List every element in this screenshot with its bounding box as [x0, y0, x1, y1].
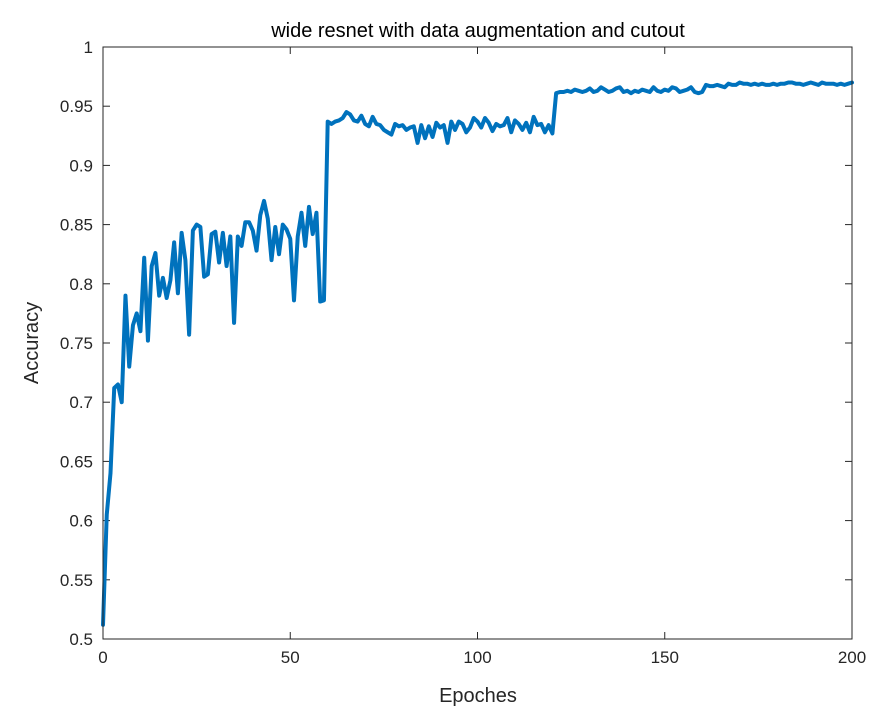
y-tick-label: 0.9	[69, 156, 93, 175]
y-tick-labels: 0.5 0.55 0.6 0.65 0.7 0.75 0.8 0.85 0.9 0.95 1	[60, 38, 93, 649]
y-tick-label: 1	[84, 38, 93, 57]
x-tick-label: 0	[98, 648, 107, 667]
y-tick-label: 0.8	[69, 275, 93, 294]
x-tick-labels: 0 50 100 150 200	[98, 648, 866, 667]
y-axis-title: Accuracy	[21, 302, 43, 384]
x-tick-label: 50	[281, 648, 300, 667]
y-tick-label: 0.6	[69, 512, 93, 531]
y-tick-label: 0.85	[60, 216, 93, 235]
y-tick-label: 0.55	[60, 571, 93, 590]
accuracy-series-line	[101, 80, 854, 627]
y-tick-label: 0.75	[60, 334, 93, 353]
x-axis-title: Epoches	[439, 685, 517, 707]
axes-box	[102, 46, 853, 640]
y-tick-label: 0.5	[69, 630, 93, 649]
chart-title: wide resnet with data augmentation and c…	[270, 20, 685, 42]
x-tick-label: 100	[463, 648, 491, 667]
series-layer	[101, 80, 854, 627]
y-tick-label: 0.7	[69, 393, 93, 412]
y-tick-label: 0.95	[60, 97, 93, 116]
x-tick-label: 200	[838, 648, 866, 667]
y-tick-label: 0.65	[60, 452, 93, 471]
x-tick-label: 150	[651, 648, 679, 667]
plot-area	[103, 47, 852, 639]
